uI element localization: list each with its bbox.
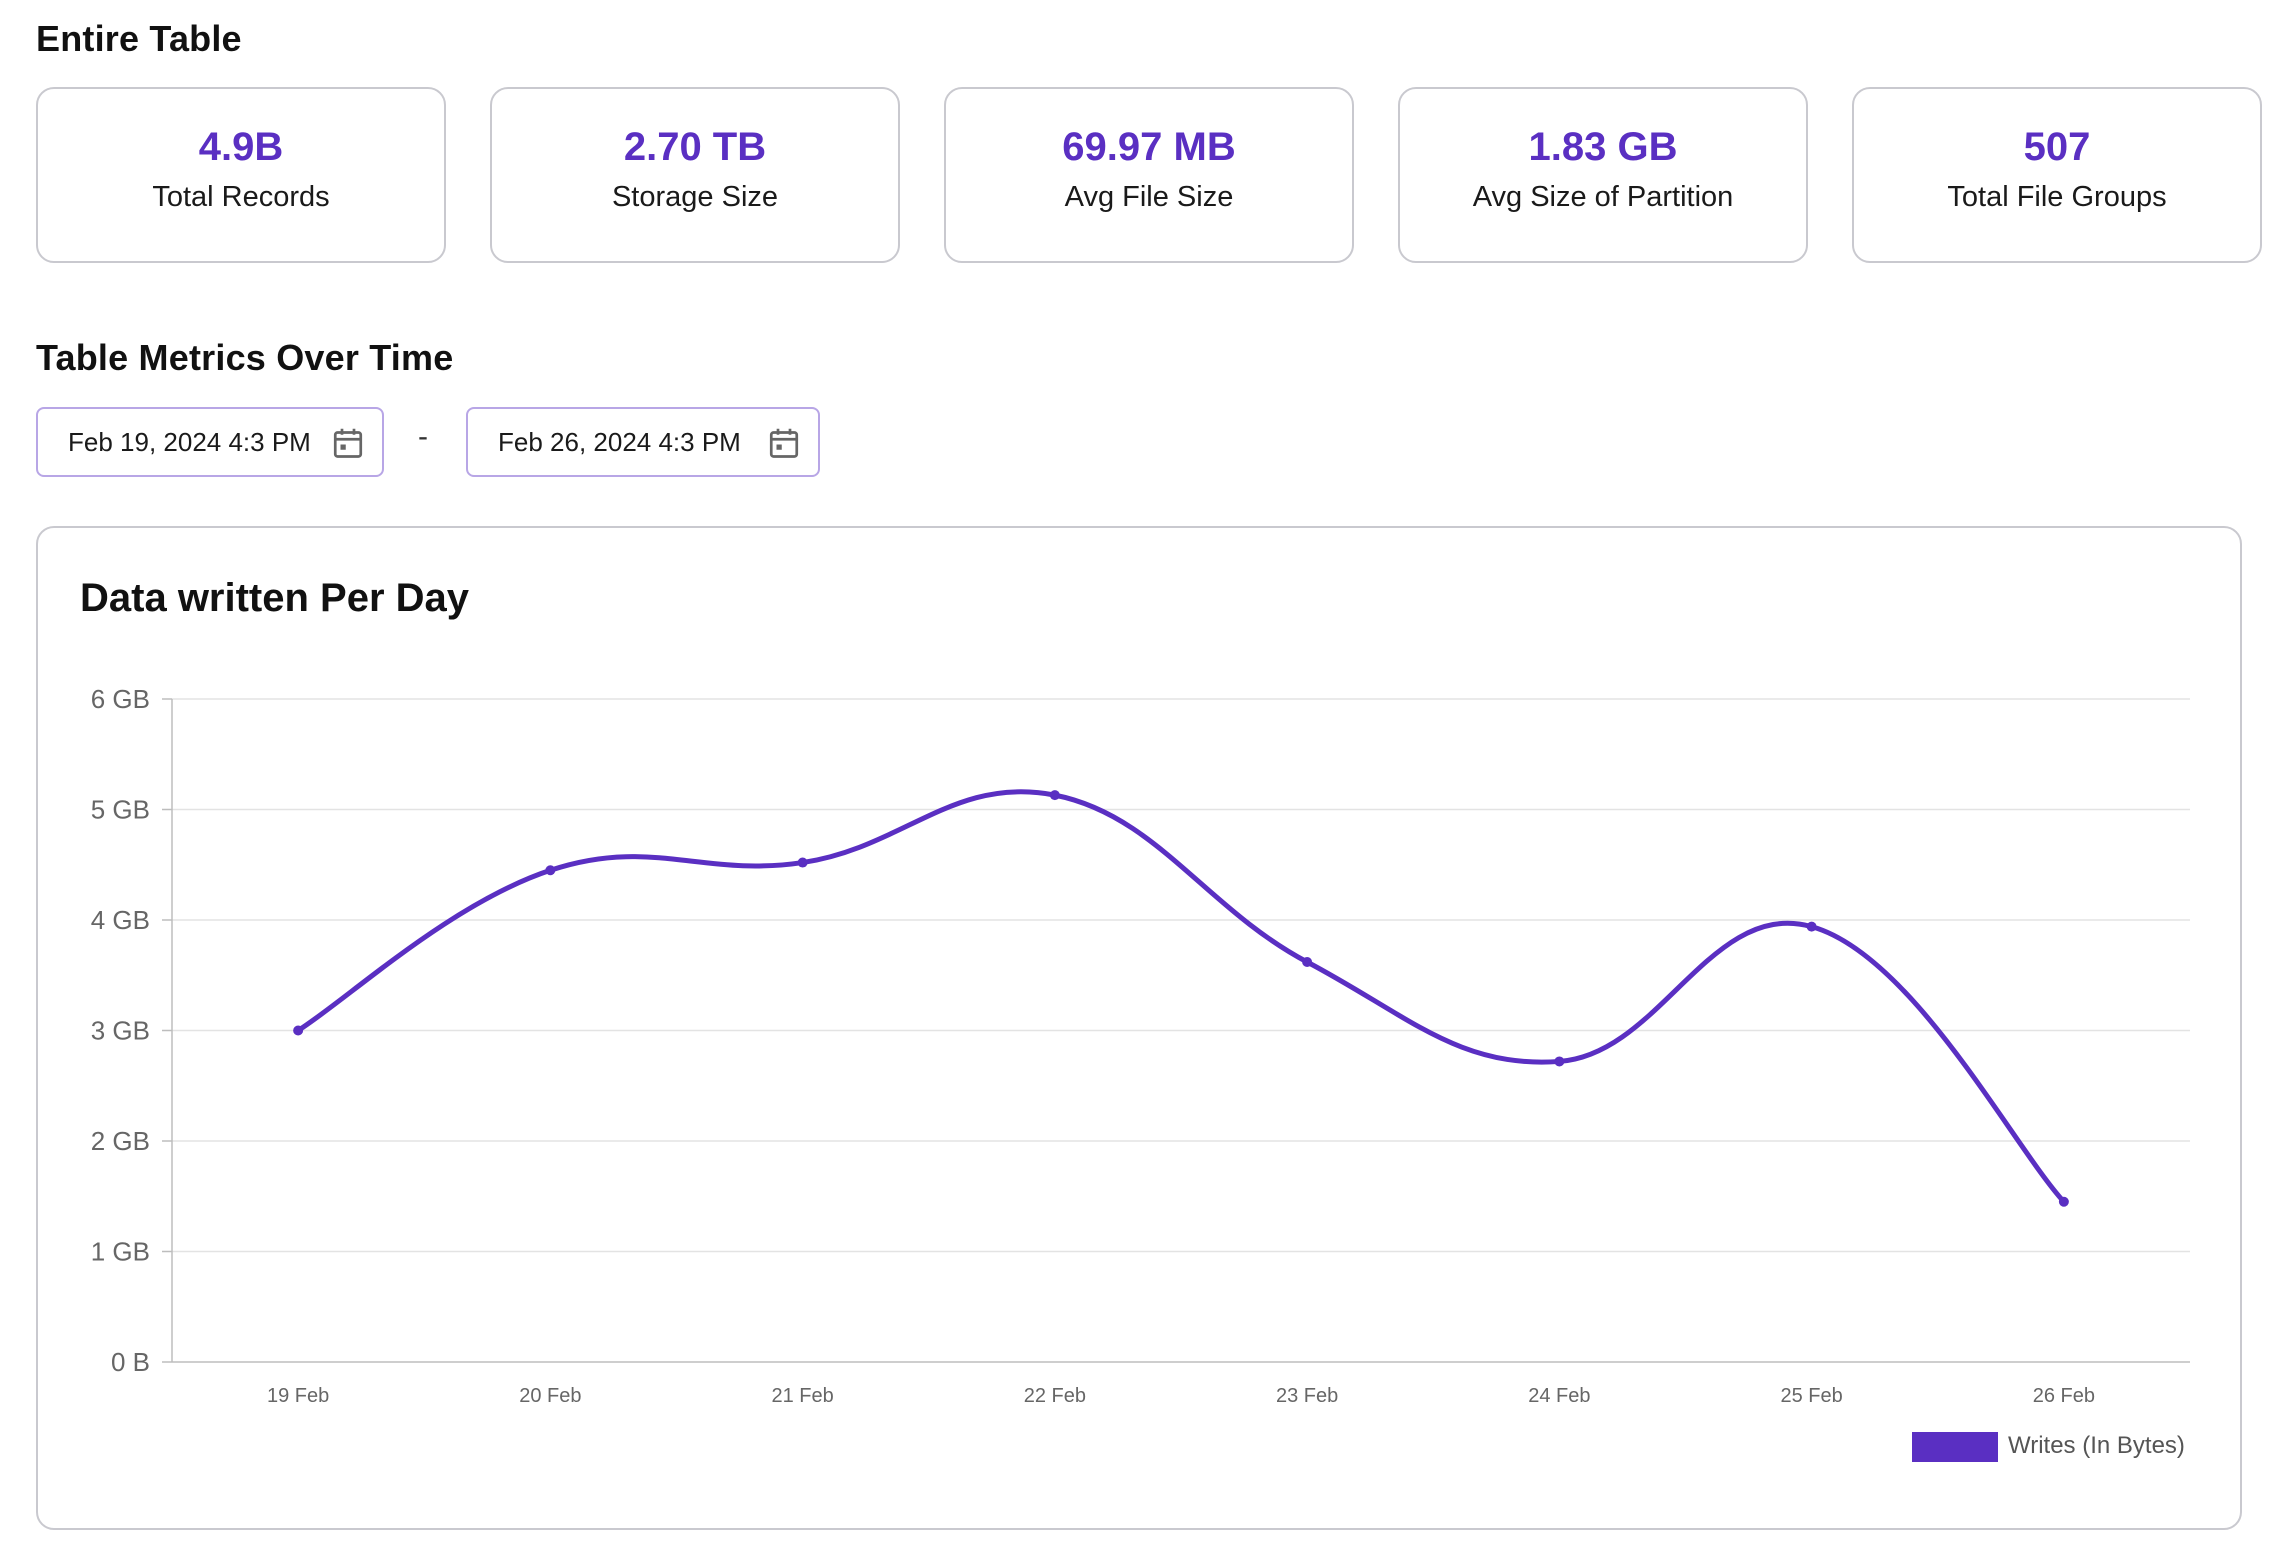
x-tick-label: 20 Feb xyxy=(519,1385,581,1407)
storage-size-value: 2.70 TB xyxy=(623,125,767,169)
x-tick-label: 22 Feb xyxy=(1024,1385,1086,1407)
start-date-value: Feb 19, 2024 4:3 PM xyxy=(68,427,311,457)
x-tick-label: 21 Feb xyxy=(771,1385,833,1407)
series-line xyxy=(296,789,2066,1204)
avg-partition-size-card: 1.83 GB Avg Size of Partition xyxy=(1398,87,1808,263)
avg-file-size-card: 69.97 MB Avg File Size xyxy=(944,87,1354,263)
calendar-icon[interactable] xyxy=(766,425,802,461)
data-point xyxy=(1302,956,1313,967)
y-tick-label: 0 B xyxy=(111,1347,150,1377)
total-records-label: Total Records xyxy=(152,181,330,213)
x-tick-label: 25 Feb xyxy=(1780,1385,1842,1407)
avg-partition-size-label: Avg Size of Partition xyxy=(1472,181,1734,213)
legend-swatch[interactable] xyxy=(1912,1432,1998,1462)
data-point xyxy=(545,865,556,876)
x-tick-label: 19 Feb xyxy=(267,1385,329,1407)
avg-file-size-label: Avg File Size xyxy=(1064,181,1234,213)
chart-title: Data written Per Day xyxy=(80,576,470,620)
date-range-separator: - xyxy=(418,420,428,453)
end-date-picker[interactable]: Feb 26, 2024 4:3 PM xyxy=(466,407,820,477)
storage-size-label: Storage Size xyxy=(611,181,779,213)
data-point xyxy=(293,1025,304,1036)
y-tick-label: 4 GB xyxy=(91,905,150,935)
total-records-card: 4.9B Total Records xyxy=(36,87,446,263)
end-date-value: Feb 26, 2024 4:3 PM xyxy=(498,427,741,457)
storage-size-card: 2.70 TB Storage Size xyxy=(490,87,900,263)
y-tick-label: 6 GB xyxy=(91,684,150,714)
legend-label[interactable]: Writes (In Bytes) xyxy=(2008,1432,2185,1459)
y-tick-label: 5 GB xyxy=(91,795,150,825)
total-file-groups-label: Total File Groups xyxy=(1947,181,2167,213)
data-point xyxy=(797,857,808,868)
start-date-picker[interactable]: Feb 19, 2024 4:3 PM xyxy=(36,407,384,477)
data-point xyxy=(1049,790,1060,801)
total-file-groups-value: 507 xyxy=(2023,125,2091,169)
y-tick-label: 3 GB xyxy=(91,1016,150,1046)
entire-table-heading: Entire Table xyxy=(36,18,242,59)
y-tick-label: 2 GB xyxy=(91,1126,150,1156)
y-tick-label: 1 GB xyxy=(91,1237,150,1267)
total-file-groups-card: 507 Total File Groups xyxy=(1852,87,2262,263)
total-records-value: 4.9B xyxy=(198,125,284,169)
data-point xyxy=(1554,1056,1565,1067)
data-point xyxy=(1806,921,1817,932)
data-point xyxy=(2058,1196,2069,1207)
calendar-icon[interactable] xyxy=(330,425,366,461)
avg-partition-size-value: 1.83 GB xyxy=(1528,125,1678,169)
metrics-heading: Table Metrics Over Time xyxy=(36,337,454,378)
line-chart: 0 B 1 GB 2 GB 3 GB 4 GB 5 GB 6 GB 19 Feb 20 Feb 2… xyxy=(91,684,2190,1407)
x-tick-label: 26 Feb xyxy=(2033,1385,2095,1407)
x-tick-label: 23 Feb xyxy=(1276,1385,1338,1407)
chart-card: Data written Per Day 0 B 1 GB 2 GB 3 GB 4 GB… xyxy=(36,526,2242,1530)
x-tick-label: 24 Feb xyxy=(1528,1385,1590,1407)
avg-file-size-value: 69.97 MB xyxy=(1062,125,1236,169)
